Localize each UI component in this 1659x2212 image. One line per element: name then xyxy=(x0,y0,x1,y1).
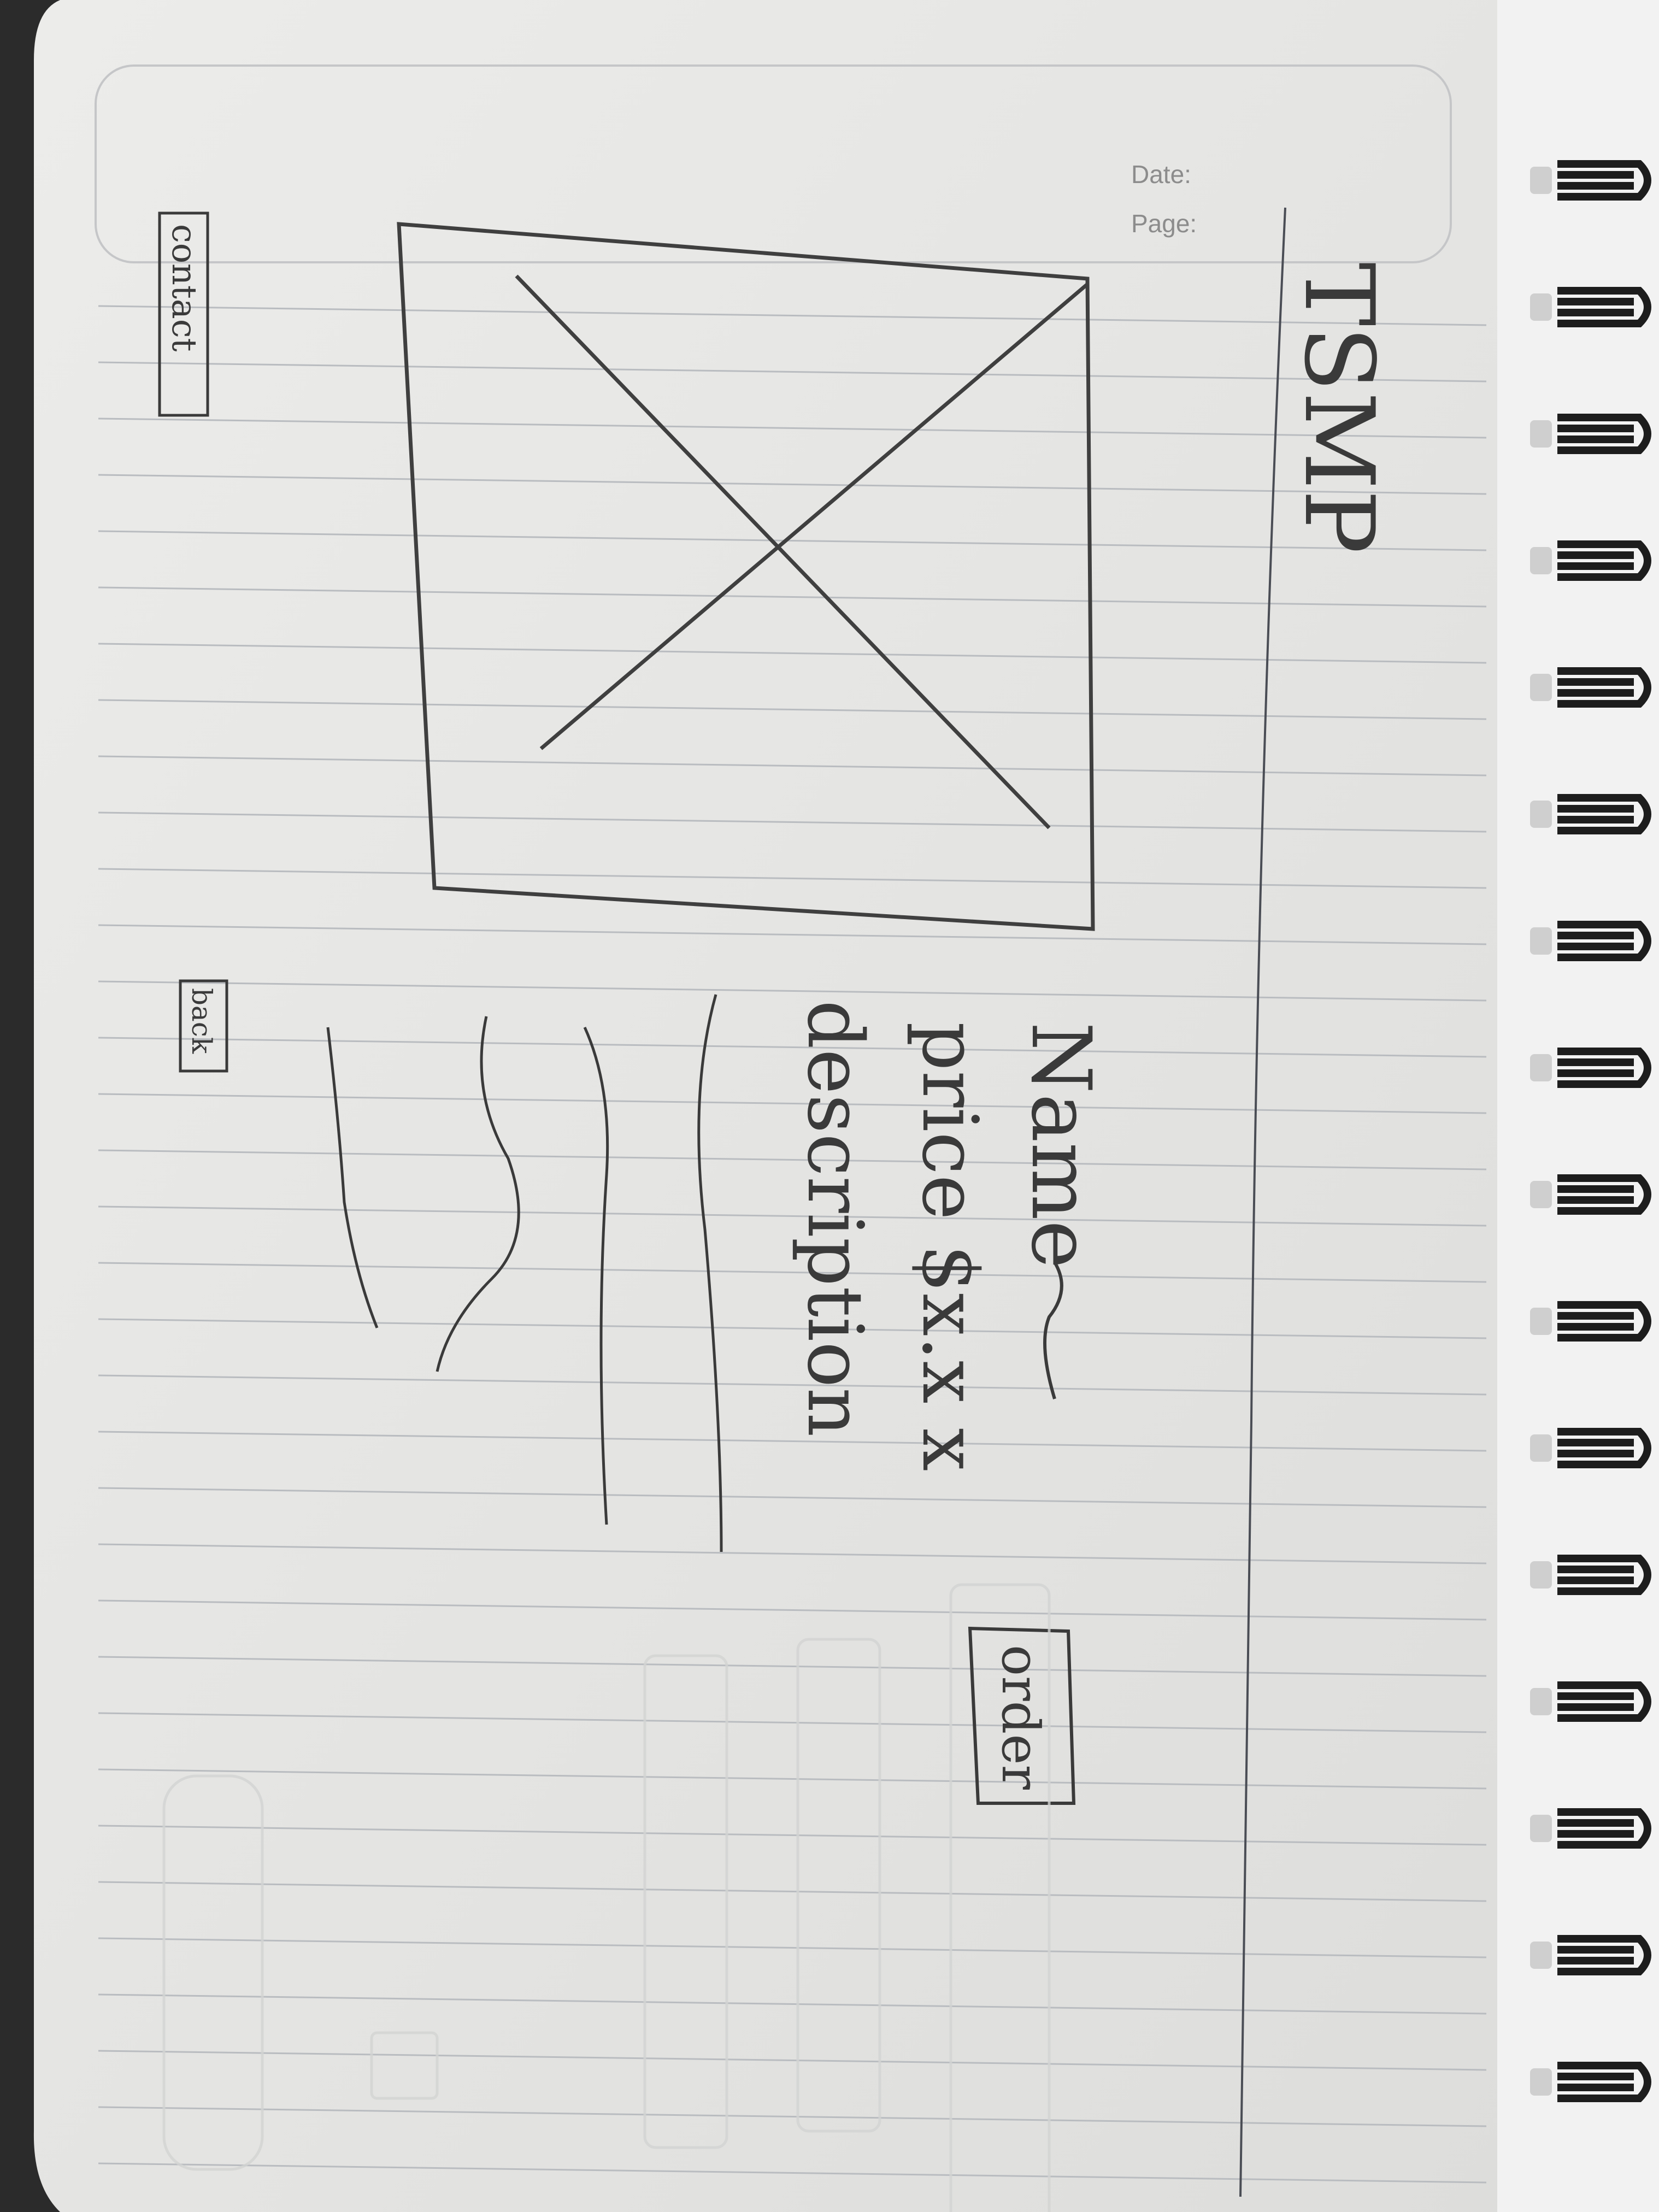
spiral-coil xyxy=(1557,1048,1651,1088)
spiral-coil xyxy=(1557,1174,1651,1215)
spiral-coil xyxy=(1557,287,1651,327)
page-label: Page: xyxy=(1131,209,1197,238)
notebook-page xyxy=(33,0,1497,2212)
binding-hole xyxy=(1530,1181,1552,1208)
ruled-line xyxy=(98,1431,1487,1452)
product-image-placeholder xyxy=(397,222,1095,931)
ruled-line xyxy=(98,755,1487,776)
ruled-line xyxy=(98,1543,1487,1564)
binding-hole xyxy=(1530,1054,1552,1081)
ruled-line xyxy=(98,699,1487,720)
spiral-coil xyxy=(1557,414,1651,454)
ruled-line xyxy=(98,1768,1487,1790)
binding-hole xyxy=(1530,2068,1552,2096)
ruled-line xyxy=(98,417,1487,439)
ruled-line xyxy=(98,811,1487,833)
spiral-coil xyxy=(1557,1808,1651,1849)
ruled-line xyxy=(98,1374,1487,1396)
ruled-line xyxy=(98,2050,1487,2071)
ruled-line xyxy=(98,2106,1487,2127)
site-title: TSMP xyxy=(1283,262,1394,554)
contact-button[interactable]: contact xyxy=(158,211,209,417)
product-description-label: description xyxy=(790,1000,879,1437)
ruled-line xyxy=(98,924,1487,945)
ruled-lines xyxy=(98,305,1487,2184)
bleed-through-marks xyxy=(162,1583,1051,2212)
spiral-coil xyxy=(1557,1681,1651,1722)
spiral-coil xyxy=(1557,1555,1651,1595)
ruled-line xyxy=(98,1937,1487,1958)
date-label: Date: xyxy=(1131,160,1191,189)
ruled-line xyxy=(98,586,1487,608)
ruled-line xyxy=(98,868,1487,889)
margin-line xyxy=(1239,207,1286,2197)
binding-hole xyxy=(1530,1434,1552,1462)
binding-hole xyxy=(1530,1942,1552,1969)
header-box xyxy=(95,64,1452,263)
ruled-line xyxy=(98,1487,1487,1508)
ruled-line xyxy=(98,1656,1487,1677)
binding-hole xyxy=(1530,547,1552,574)
ruled-line xyxy=(98,980,1487,1002)
spiral-coil xyxy=(1557,540,1651,581)
spiral-coil xyxy=(1557,667,1651,708)
ruled-line xyxy=(98,1205,1487,1227)
description-lines xyxy=(326,994,723,1552)
spiral-coil xyxy=(1557,794,1651,834)
binding-strip xyxy=(1497,0,1659,2212)
spiral-coil xyxy=(1557,1301,1651,1342)
ruled-line xyxy=(98,1318,1487,1339)
ruled-line xyxy=(98,1993,1487,2015)
back-button[interactable]: back xyxy=(179,979,228,1073)
binding-hole xyxy=(1530,1815,1552,1842)
name-underline xyxy=(1043,1261,1063,1399)
ruled-line xyxy=(98,643,1487,664)
product-name: Name xyxy=(1013,1022,1108,1269)
back-button-label: back xyxy=(186,988,217,1054)
spiral-binding xyxy=(1530,160,1651,2102)
binding-hole xyxy=(1530,1561,1552,1589)
ruled-line xyxy=(98,530,1487,551)
spiral-coil xyxy=(1557,1428,1651,1468)
binding-hole xyxy=(1530,420,1552,448)
spiral-coil xyxy=(1557,1935,1651,1975)
binding-hole xyxy=(1530,1308,1552,1335)
order-button[interactable]: order xyxy=(968,1626,1076,1805)
binding-hole xyxy=(1530,293,1552,321)
contact-button-label: contact xyxy=(164,224,204,352)
spiral-coil xyxy=(1557,2062,1651,2102)
binding-hole xyxy=(1530,927,1552,955)
binding-hole xyxy=(1530,167,1552,194)
ruled-line xyxy=(98,1262,1487,1283)
ruled-line xyxy=(98,1825,1487,1846)
binding-hole xyxy=(1530,674,1552,701)
ruled-line xyxy=(98,2162,1487,2184)
ruled-line xyxy=(98,1712,1487,1733)
spiral-coil xyxy=(1557,921,1651,961)
binding-hole xyxy=(1530,1688,1552,1715)
order-button-label: order xyxy=(990,1645,1050,1790)
ruled-line xyxy=(98,305,1487,326)
spiral-coil xyxy=(1557,160,1651,201)
binding-hole xyxy=(1530,801,1552,828)
ruled-line xyxy=(98,1599,1487,1621)
ruled-line xyxy=(98,1881,1487,1902)
product-price: price $x.x x xyxy=(905,1022,994,1471)
ruled-line xyxy=(98,474,1487,495)
ruled-line xyxy=(98,361,1487,383)
